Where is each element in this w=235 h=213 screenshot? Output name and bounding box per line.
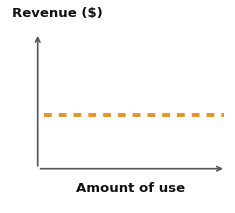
Text: Amount of use: Amount of use xyxy=(76,182,185,195)
Text: Revenue ($): Revenue ($) xyxy=(12,7,102,20)
